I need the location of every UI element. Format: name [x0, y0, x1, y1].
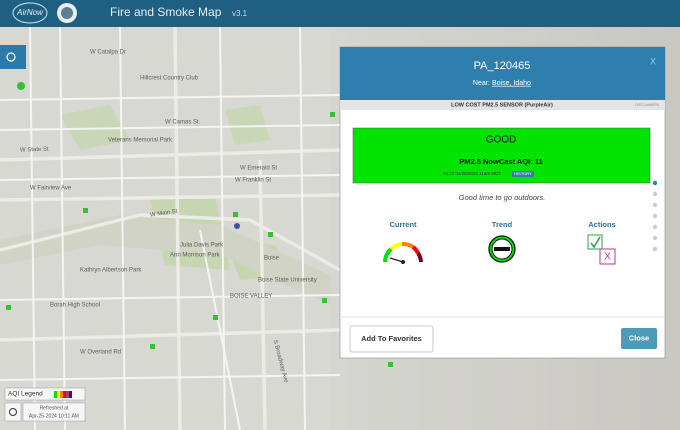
- logo: AirNow: [16, 8, 44, 17]
- sensor-marker[interactable]: [322, 298, 327, 303]
- near-label: Near:: [473, 80, 490, 87]
- app-title: Fire and Smoke Map: [110, 5, 222, 19]
- map-labels: W Catalpa Dr Hillcrest Country Club W Cama…: [20, 50, 317, 384]
- modal-header: [340, 47, 665, 100]
- sensor-marker[interactable]: [388, 362, 393, 367]
- refreshed-label: Refreshed at: [40, 405, 69, 411]
- health-message: Good time to go outdoors.: [459, 193, 546, 202]
- carousel-dots: [652, 180, 658, 252]
- aqi-box: [352, 127, 651, 184]
- river-greenbelt: [0, 215, 330, 305]
- map-label: Veterans Memorial Park: [108, 138, 173, 144]
- map-label: Hillcrest Country Club: [140, 76, 199, 82]
- modal-close-x[interactable]: X: [650, 56, 656, 66]
- globe-icon: [6, 52, 16, 62]
- sensor-marker[interactable]: [268, 232, 273, 237]
- app-version: v3.1: [232, 9, 248, 18]
- sensor-type-bar: [340, 100, 665, 110]
- map-label: BOISE VALLEY: [230, 294, 272, 300]
- dot[interactable]: [652, 202, 658, 208]
- dot[interactable]: [652, 235, 658, 241]
- refresh-icon: [9, 408, 17, 416]
- action-x: X: [604, 252, 611, 263]
- actions-heading: Actions: [588, 220, 616, 229]
- history-button[interactable]: [512, 171, 534, 177]
- as-of-time: As Of 04/25/2024 11am MDT: [443, 171, 501, 176]
- agency-seal-center: [61, 7, 73, 19]
- close-label: Close: [629, 333, 649, 342]
- aqi-legend-title: AQI Legend: [8, 391, 43, 398]
- header-bar: [0, 0, 680, 27]
- map-label: Kathryn Albertson Park: [80, 268, 142, 274]
- map-label: Ann Morrison Park: [170, 253, 221, 259]
- map-label: W Fairview Ave: [30, 186, 72, 192]
- selected-sensor[interactable]: [234, 223, 240, 229]
- dot[interactable]: [652, 180, 658, 186]
- map-label: W Overland Rd: [80, 350, 121, 356]
- aqi-value-text: PM2.5 NowCast AQI: 11: [459, 157, 543, 166]
- disclaimers-link[interactable]: DISCLAIMERS: [635, 103, 659, 107]
- sensor-marker[interactable]: [213, 315, 218, 320]
- map-label: Borah High School: [50, 303, 100, 309]
- actions-icon[interactable]: X: [587, 234, 616, 265]
- current-heading: Current: [389, 220, 417, 229]
- map-label: W Camas St: [165, 120, 199, 126]
- logo-ring: [12, 2, 48, 24]
- trend-heading: Trend: [492, 220, 513, 229]
- refresh-button[interactable]: [4, 402, 22, 422]
- sensor-marker[interactable]: [17, 82, 25, 90]
- sensor-markers: [6, 82, 393, 367]
- map-label: W Main St: [150, 209, 179, 219]
- sensor-marker[interactable]: [330, 112, 335, 117]
- near-place[interactable]: Boise, Idaho: [492, 80, 531, 87]
- favorites-label: Add To Favorites: [361, 334, 422, 343]
- aqi-category: GOOD: [486, 135, 517, 146]
- roads: [0, 26, 341, 430]
- map-label: Julia Davis Park: [180, 243, 224, 249]
- favorites-button[interactable]: [349, 325, 434, 353]
- dot[interactable]: [652, 213, 658, 219]
- sensor-modal: PA_120465 Near: Boise, Idaho X LOW COST …: [339, 46, 666, 359]
- map-label: W Franklin St: [235, 178, 271, 184]
- layers-button[interactable]: [0, 45, 26, 69]
- refresh-info: [22, 402, 86, 422]
- dot[interactable]: [652, 246, 658, 252]
- map-label: W State St: [20, 147, 49, 154]
- map-label: Boise State University: [258, 278, 317, 284]
- header: AirNow Fire and Smoke Map v3.1: [0, 0, 680, 27]
- map-label: Boise: [264, 256, 280, 262]
- side-tools: [0, 45, 26, 69]
- sensor-marker[interactable]: [6, 305, 11, 310]
- current-gauge[interactable]: [383, 241, 423, 264]
- sensor-type: LOW COST PM2.5 SENSOR (PurpleAir): [451, 102, 553, 108]
- legend-panel: AQI Legend Refreshed at Apr-25-2024 10:1…: [4, 387, 86, 422]
- legend-swatches: [54, 391, 72, 398]
- close-button[interactable]: [621, 328, 657, 349]
- sensor-id: PA_120465: [474, 60, 531, 72]
- refreshed-time: Apr-25-2024 10:11 AM: [29, 413, 79, 419]
- sensor-marker[interactable]: [150, 344, 155, 349]
- dot[interactable]: [652, 224, 658, 230]
- history-label: HISTORY: [514, 171, 532, 176]
- sensor-marker[interactable]: [233, 212, 238, 217]
- map-label: W Catalpa Dr: [90, 50, 126, 56]
- sensor-marker[interactable]: [83, 208, 88, 213]
- map-label: W Emerald St: [240, 166, 277, 172]
- trend-icon[interactable]: [488, 235, 516, 263]
- park: [225, 105, 270, 145]
- dot[interactable]: [652, 191, 658, 197]
- park: [60, 105, 130, 150]
